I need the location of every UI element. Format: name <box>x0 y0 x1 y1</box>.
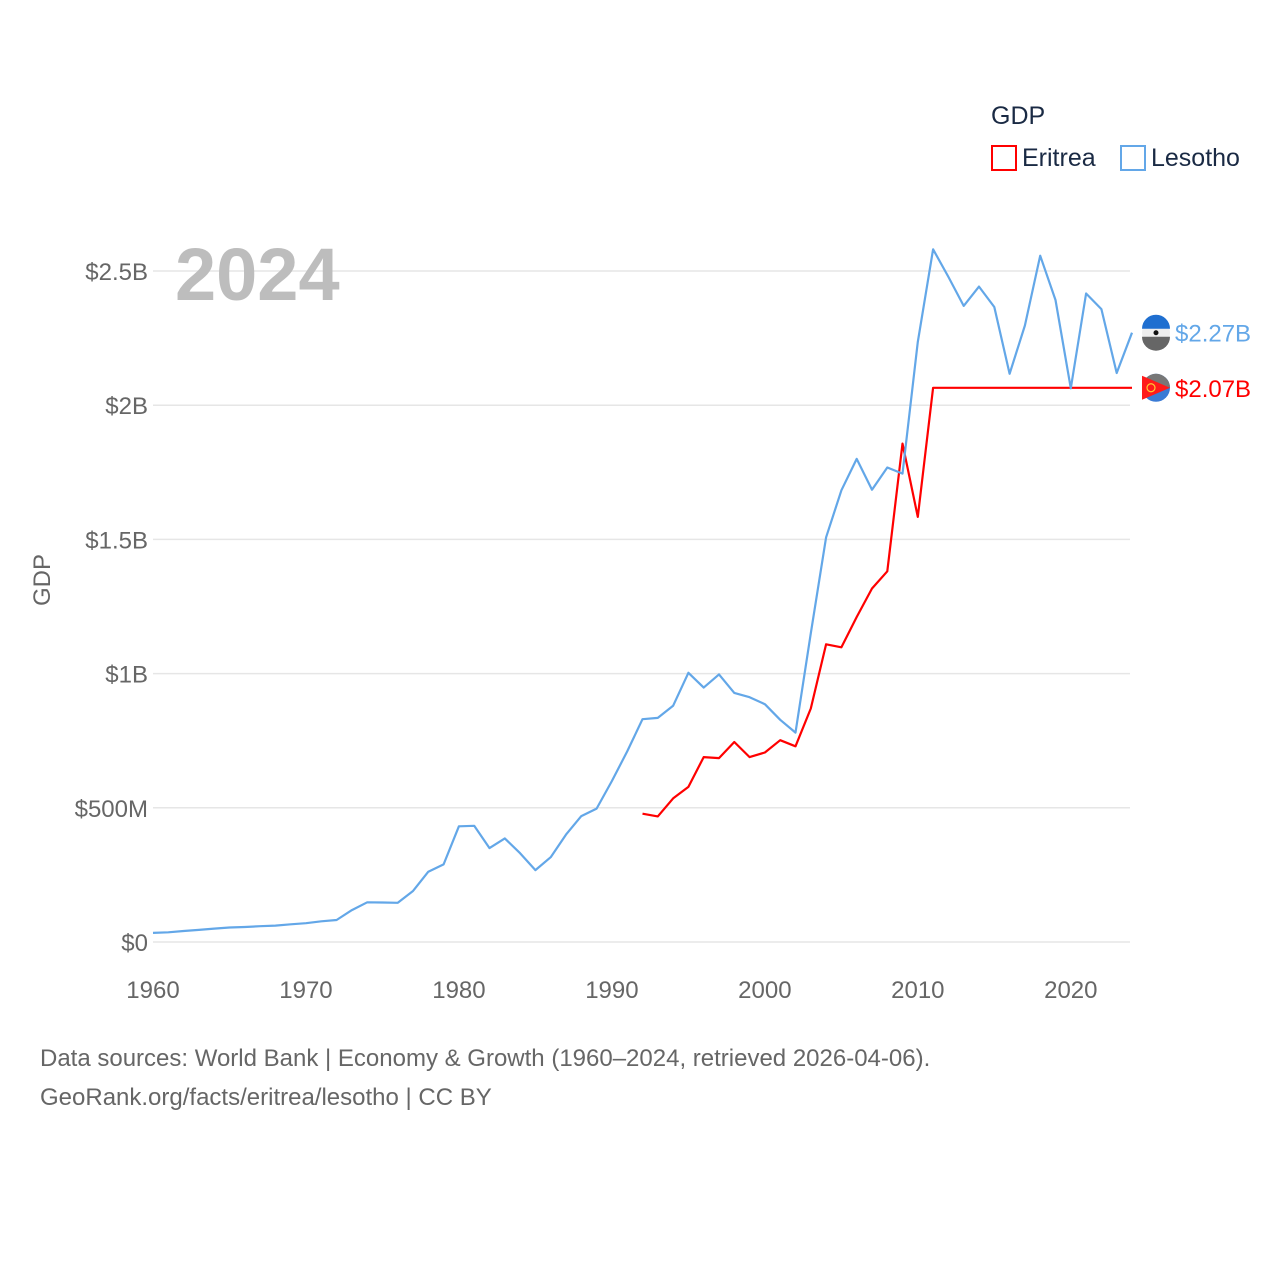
end-label-eritrea: $2.07B <box>1175 376 1251 403</box>
x-axis-ticks: 1960 1970 1980 1990 2000 2010 2020 <box>126 977 1097 1004</box>
series-line-lesotho <box>152 248 1134 934</box>
footer-sources: Data sources: World Bank | Economy & Gro… <box>40 1045 931 1072</box>
y-tick-label: $2B <box>105 393 148 420</box>
y-tick-label: $500M <box>75 796 148 823</box>
legend: GDP Eritrea Lesotho <box>991 102 1240 172</box>
legend-label-lesotho: Lesotho <box>1151 144 1240 172</box>
legend-title: GDP <box>991 102 1045 130</box>
flag-icon-lesotho <box>1142 314 1170 351</box>
x-tick-label: 2020 <box>1044 977 1097 1004</box>
end-label-lesotho: $2.27B <box>1175 321 1251 348</box>
x-tick-label: 1980 <box>432 977 485 1004</box>
x-tick-label: 2010 <box>891 977 944 1004</box>
flag-icon-eritrea <box>1142 373 1170 402</box>
series-line-eritrea <box>642 386 1132 818</box>
y-axis-title: GDP <box>29 554 56 606</box>
legend-swatch-lesotho <box>1120 145 1146 171</box>
legend-swatch-eritrea <box>991 145 1017 171</box>
x-tick-label: 2000 <box>738 977 791 1004</box>
y-tick-label: $0 <box>121 930 148 957</box>
gridlines <box>153 270 1130 943</box>
end-labels: $2.07B $2.27B <box>1142 314 1251 403</box>
legend-label-eritrea: Eritrea <box>1022 144 1096 172</box>
series-lines <box>152 248 1134 934</box>
y-tick-label: $1B <box>105 662 148 689</box>
y-axis-ticks: $0 $500M $1B $1.5B $2B $2.5B <box>75 259 148 957</box>
legend-item-eritrea[interactable]: Eritrea <box>991 144 1096 172</box>
y-tick-label: $2.5B <box>85 259 148 286</box>
x-tick-label: 1970 <box>279 977 332 1004</box>
y-tick-label: $1.5B <box>85 527 148 554</box>
year-overlay: 2024 <box>175 233 340 316</box>
x-tick-label: 1960 <box>126 977 179 1004</box>
x-tick-label: 1990 <box>585 977 638 1004</box>
footer-link[interactable]: GeoRank.org/facts/eritrea/lesotho | CC B… <box>40 1084 492 1111</box>
legend-item-lesotho[interactable]: Lesotho <box>1120 144 1240 172</box>
